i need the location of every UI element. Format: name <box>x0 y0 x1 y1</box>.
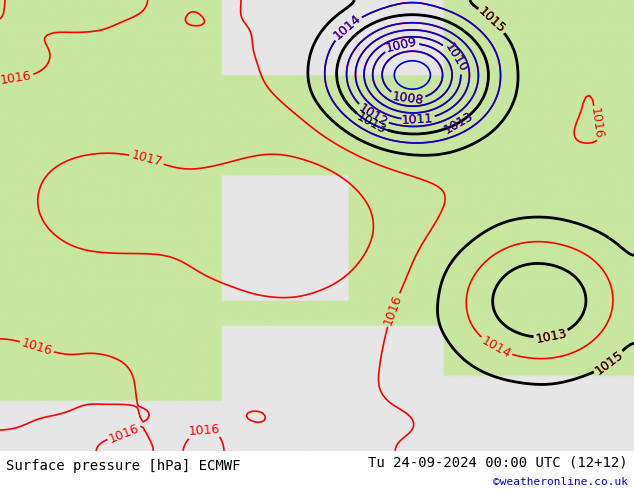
Text: 1013: 1013 <box>534 327 568 345</box>
Text: 1015: 1015 <box>476 4 508 36</box>
Text: Surface pressure [hPa] ECMWF: Surface pressure [hPa] ECMWF <box>6 460 241 473</box>
Text: 1013: 1013 <box>354 110 389 137</box>
Text: 1016: 1016 <box>20 337 54 358</box>
Text: 1011: 1011 <box>401 112 434 127</box>
Text: 1012: 1012 <box>356 101 390 129</box>
Text: 1014: 1014 <box>479 334 513 361</box>
Text: 1010: 1010 <box>442 41 469 74</box>
Text: 1016: 1016 <box>382 293 404 327</box>
Text: 1015: 1015 <box>592 348 626 377</box>
Text: 1008: 1008 <box>391 90 424 107</box>
Text: Tu 24-09-2024 00:00 UTC (12+12): Tu 24-09-2024 00:00 UTC (12+12) <box>368 456 628 469</box>
Text: 1009: 1009 <box>384 35 418 55</box>
Text: 1016: 1016 <box>188 423 220 438</box>
Text: 1014: 1014 <box>331 12 363 43</box>
Text: 1014: 1014 <box>331 12 363 43</box>
Text: 1010: 1010 <box>442 41 469 74</box>
Text: 1015: 1015 <box>592 348 626 377</box>
Text: 1016: 1016 <box>588 107 605 140</box>
Text: 1013: 1013 <box>442 109 476 136</box>
Text: 1012: 1012 <box>356 101 390 129</box>
Text: 1017: 1017 <box>129 149 164 170</box>
Text: 1016: 1016 <box>107 421 141 445</box>
Text: 1016: 1016 <box>0 69 32 87</box>
Text: 1008: 1008 <box>391 90 424 107</box>
Text: 1013: 1013 <box>442 109 476 136</box>
Text: ©weatheronline.co.uk: ©weatheronline.co.uk <box>493 477 628 487</box>
Text: 1011: 1011 <box>401 112 434 127</box>
Text: 1015: 1015 <box>476 4 508 36</box>
Text: 1009: 1009 <box>384 35 418 55</box>
Text: 1013: 1013 <box>534 327 568 345</box>
